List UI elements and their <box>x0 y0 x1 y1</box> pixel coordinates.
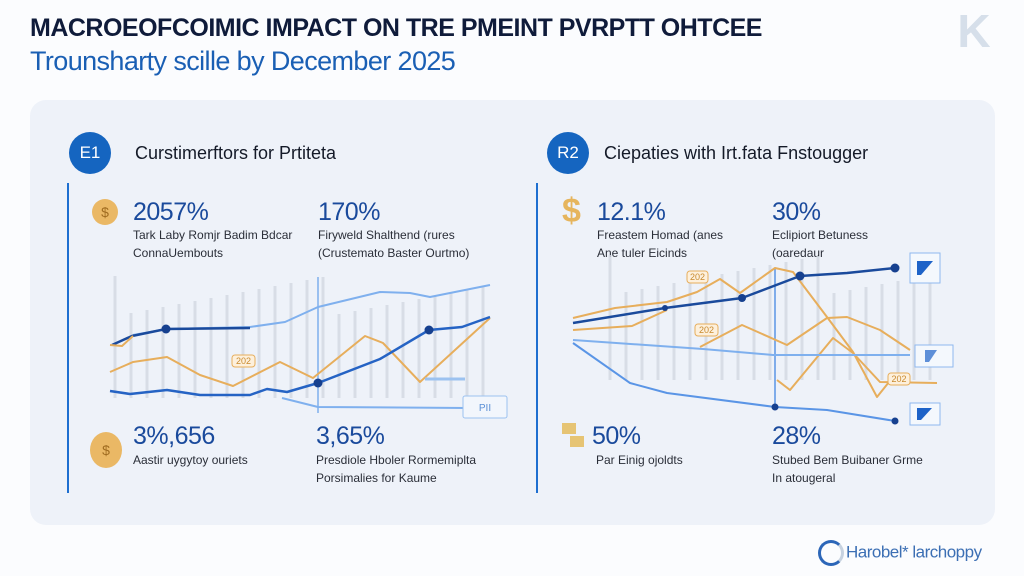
section-heading: Curstimerftors for Prtiteta <box>135 143 337 163</box>
trend-line-orange <box>572 309 668 331</box>
stat-desc-line: Freastem Homad (anes <box>597 228 724 242</box>
section-divider <box>67 183 69 493</box>
stat-desc: Aastir uygytoy ouriets <box>133 451 248 469</box>
trend-line-dark <box>109 315 491 397</box>
section-divider <box>536 183 538 493</box>
stat-desc-line: Par Einig ojoldts <box>596 453 683 467</box>
chart-label-badges: 202 PII 202 202 202 <box>231 270 911 419</box>
section-heading: Ciepaties with Irt.fata Fnstougger <box>604 143 869 163</box>
stat-value: 50% <box>592 422 641 450</box>
trend-line-dark <box>572 266 896 325</box>
stat-desc-line: Porsimalies for Kaume <box>316 471 437 485</box>
trend-line-orange <box>109 335 134 347</box>
trend-line-orange <box>109 317 491 387</box>
brand-logo-icon: K <box>957 5 991 57</box>
cash-icon <box>562 423 584 447</box>
trend-line-orange <box>699 316 911 351</box>
stat-desc: Tark Laby Romjr Badim Bdcar ConnaUembouts <box>133 226 292 262</box>
background-bars <box>608 255 932 380</box>
page-subtitle: Trounsharty scille by December 2025 <box>30 46 456 76</box>
stat-desc: Freastem Homad (anes Ane tuler Eicinds <box>597 226 723 262</box>
stat-desc: Par Einig ojoldts <box>596 451 683 469</box>
stat-value: 170% <box>318 198 380 226</box>
stat-desc-line: Tark Laby Romjr Badim Bdcar <box>133 228 293 242</box>
stat-desc: Eclipiort Betuness (oaredaur <box>772 226 868 262</box>
trend-line-light <box>572 339 910 356</box>
chart-badge-label: 202 <box>891 374 906 384</box>
stat-desc-line: (oaredaur <box>772 246 825 260</box>
stat-desc-line: Presdiole Hboler Rormemiplta <box>316 453 477 467</box>
stat-desc-line: In atougeral <box>772 471 836 485</box>
stat-desc-line: Ane tuler Eicinds <box>597 246 688 260</box>
page-title: MACROEOFCOIMIC IMPACT ON TRE PMEINT PVRP… <box>30 14 762 42</box>
footer-brand: Harobel* larchoppy <box>818 540 982 566</box>
stat-value: 3%,656 <box>133 422 215 450</box>
background-bars <box>113 276 485 398</box>
chart-flag-icon <box>909 252 954 426</box>
stat-value: 28% <box>772 422 821 450</box>
money-bag-icon: $ <box>90 432 122 468</box>
stat-desc-line: (Crustemato Baster Ourtmo) <box>318 246 470 260</box>
trend-line-dark <box>111 326 251 347</box>
trend-line-light <box>281 397 468 409</box>
stat-value: 12.1% <box>597 198 666 226</box>
stat-desc: Stubed Bem Buibaner Grme In atougeral <box>772 451 923 487</box>
chart-badge-label: 202 <box>699 325 714 335</box>
chart-badge-label: PII <box>479 403 491 414</box>
stat-desc-line: Firyweld Shalthend (rures <box>318 228 455 242</box>
stat-value: 30% <box>772 198 821 226</box>
stat-desc: Presdiole Hboler Rormemiplta Porsimalies … <box>316 451 476 487</box>
trend-line-orange <box>572 267 894 398</box>
stat-desc-line: ConnaUembouts <box>133 246 224 260</box>
stat-desc-line: Aastir uygytoy ouriets <box>133 453 248 467</box>
brand-logo-icon <box>818 540 844 566</box>
chart-badge-label: 202 <box>690 272 705 282</box>
trend-line-light <box>572 342 896 422</box>
dollar-icon: $ <box>562 192 581 230</box>
stat-desc: Firyweld Shalthend (rures (Crustemato Bas… <box>318 226 469 262</box>
section-badge-e1: E1 <box>69 132 111 174</box>
stat-desc-line: Stubed Bem Buibaner Grme <box>772 453 923 467</box>
chart-badge-label: 202 <box>236 356 251 366</box>
stat-value: 2057% <box>133 198 209 226</box>
stat-desc-line: Eclipiort Betuness <box>772 228 869 242</box>
stat-value: 3,65% <box>316 422 385 450</box>
section-badge-r2: R2 <box>547 132 589 174</box>
footer-brand-text: Harobel* larchoppy <box>846 542 982 562</box>
coin-icon: $ <box>92 199 118 225</box>
